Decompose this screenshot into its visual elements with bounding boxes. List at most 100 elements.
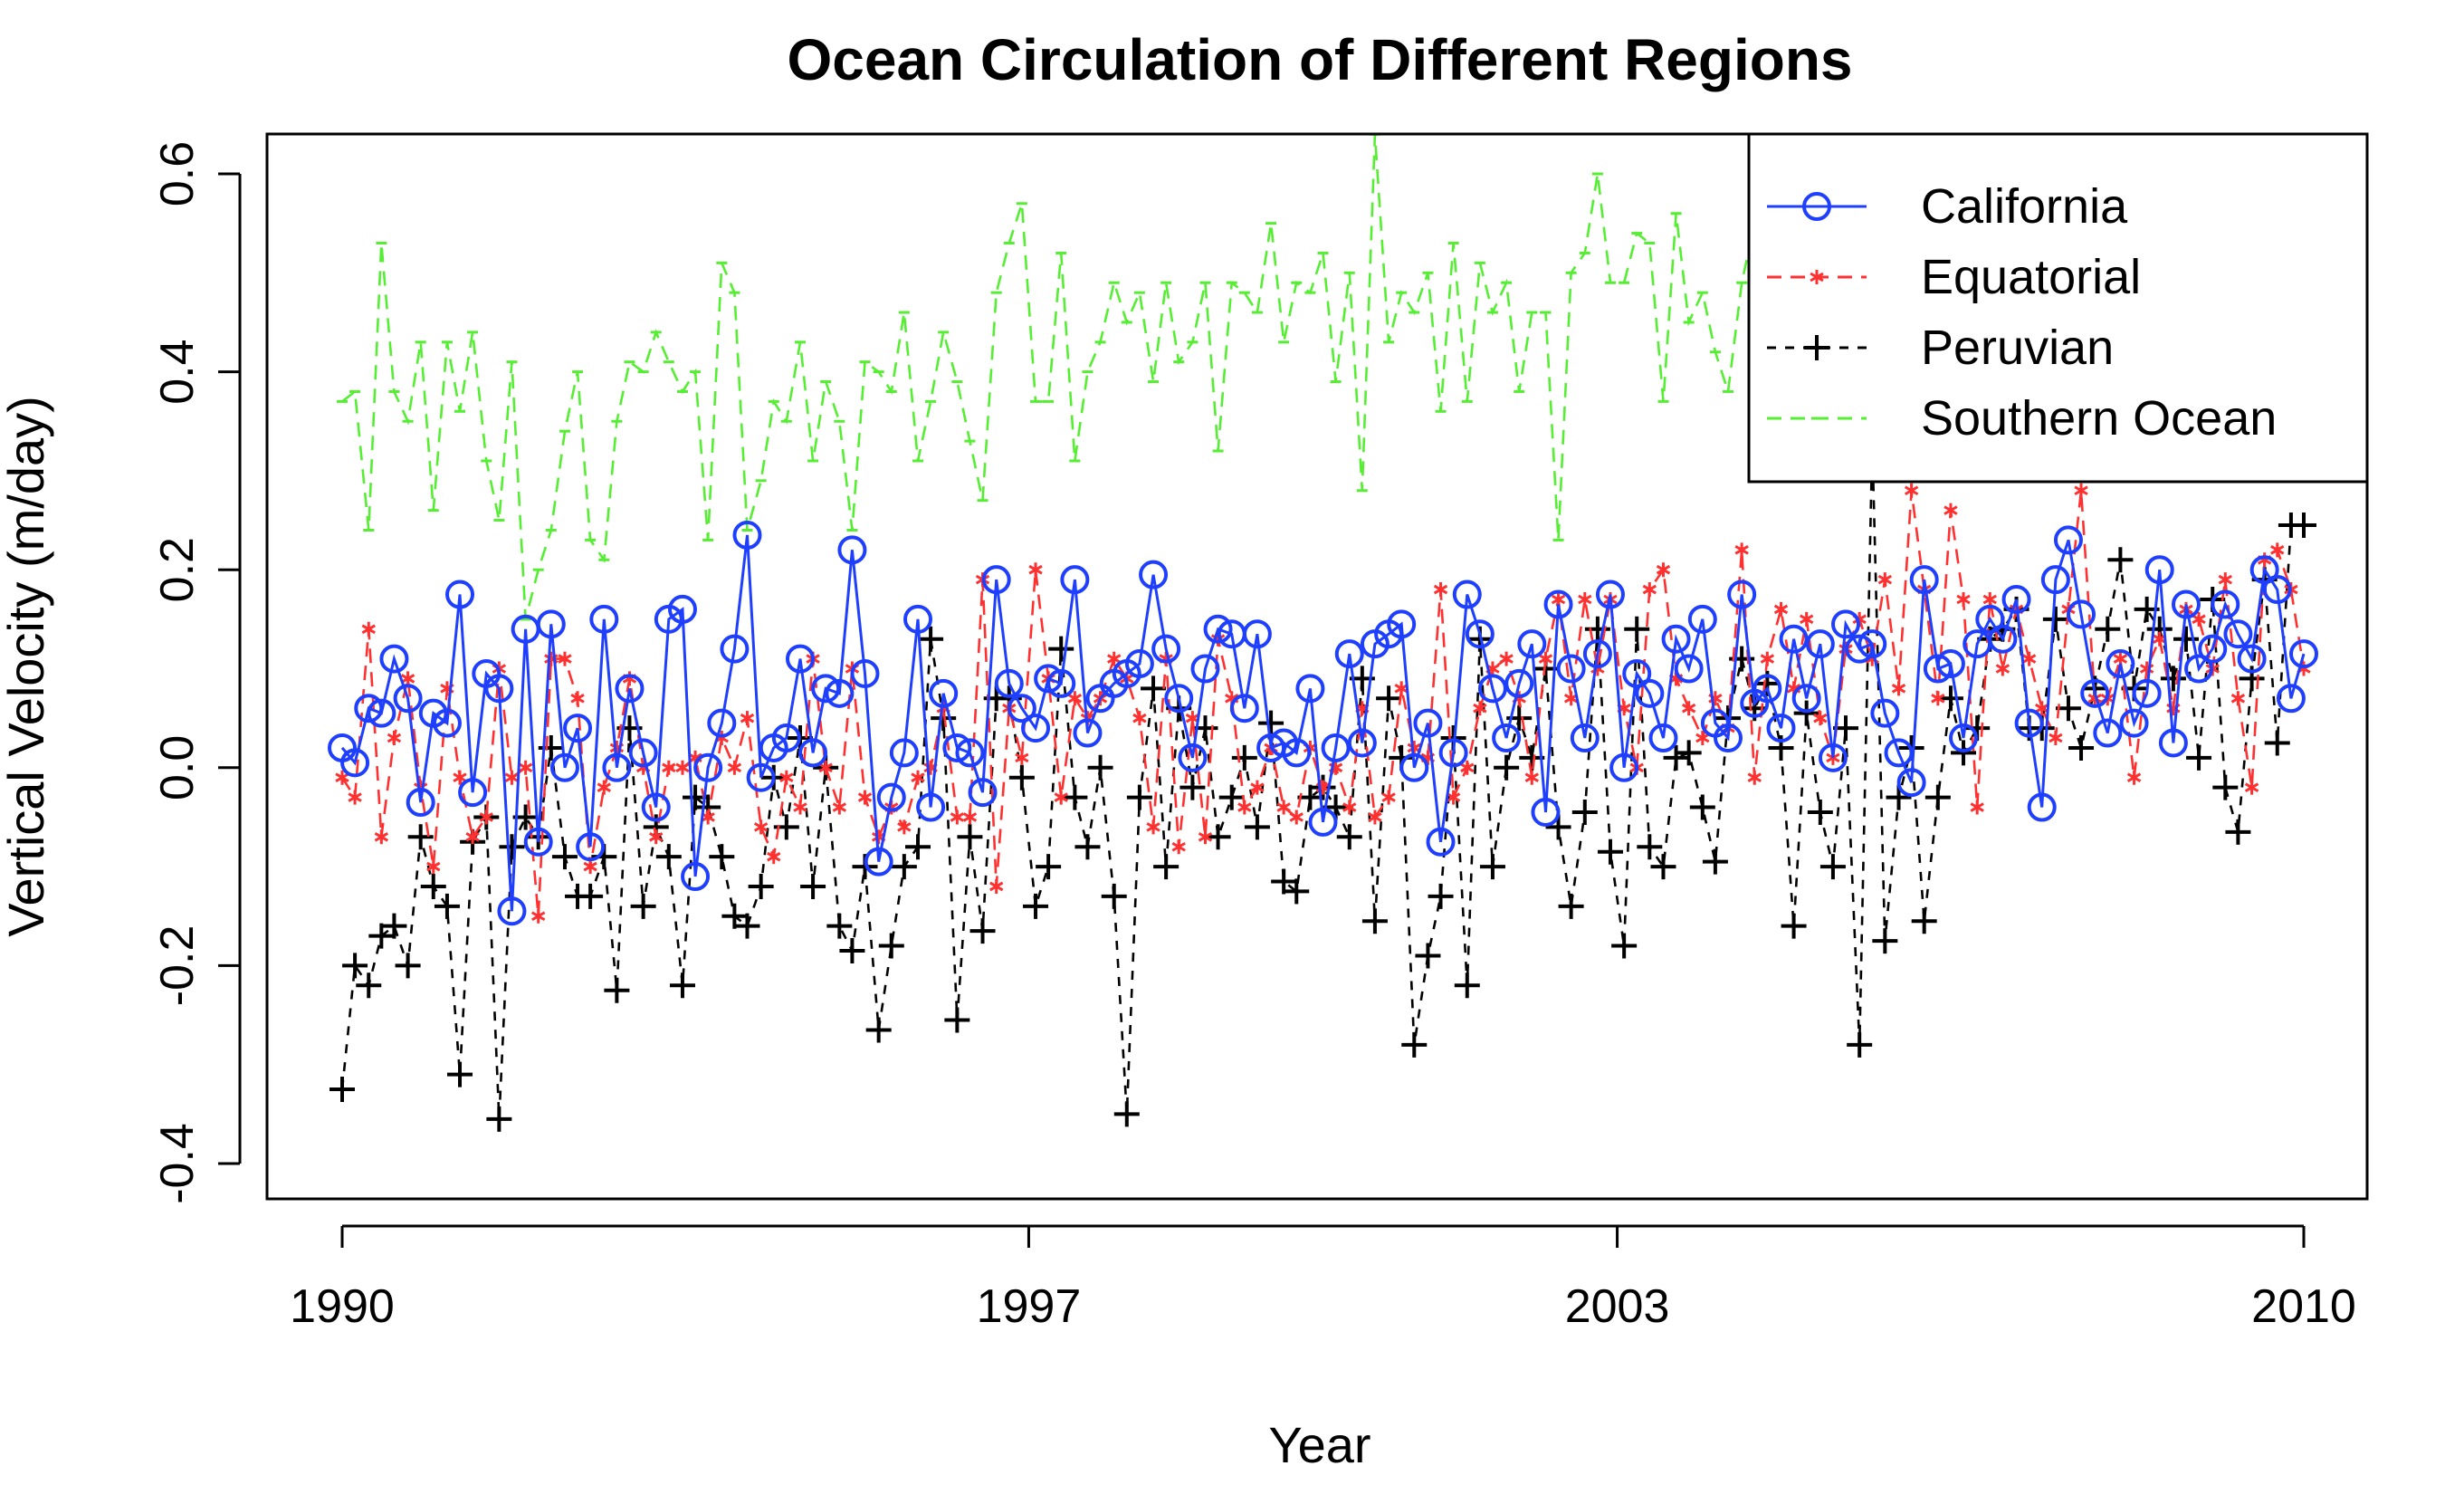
california-point — [1766, 714, 1796, 743]
equatorial-point — [1028, 562, 1043, 578]
california-point — [1164, 684, 1194, 714]
equatorial-point — [753, 819, 769, 835]
peruvian-point — [1937, 685, 1963, 712]
peruvian-point — [329, 1077, 355, 1103]
peruvian-point — [957, 824, 983, 850]
legend-marker-equatorial — [1810, 270, 1824, 284]
peruvian-point — [1479, 854, 1505, 880]
california-point — [942, 733, 972, 762]
california-point — [968, 778, 998, 808]
peruvian-point — [395, 953, 421, 979]
peruvian-point — [969, 918, 996, 944]
peruvian-point — [434, 893, 460, 919]
california-point — [1178, 742, 1208, 772]
california-point — [1909, 565, 1939, 595]
equatorial-point — [2074, 483, 2088, 498]
california-point — [602, 752, 632, 782]
california-point — [1190, 654, 1220, 684]
equatorial-point — [583, 859, 597, 875]
california-point — [1975, 604, 2005, 634]
peruvian-point — [721, 903, 748, 929]
california-point — [1477, 674, 1507, 704]
california-point — [1791, 684, 1821, 714]
california-point — [536, 609, 566, 639]
equatorial-point — [1590, 661, 1605, 676]
california-point — [1229, 694, 1259, 723]
california-point — [1595, 580, 1625, 609]
peruvian-point — [1951, 740, 1977, 766]
california-point — [1870, 698, 1900, 728]
california-point — [445, 580, 475, 609]
equatorial-point — [1015, 750, 1029, 765]
california-point — [2262, 575, 2292, 605]
peruvian-point — [1454, 972, 1480, 999]
equatorial-point — [597, 780, 611, 795]
southern-ocean-line — [341, 134, 1756, 620]
peruvian-point — [905, 834, 931, 860]
california-point — [1818, 742, 1848, 772]
peruvian-point — [1036, 854, 1062, 880]
equatorial-point — [950, 810, 965, 825]
california-point — [1203, 614, 1233, 644]
peruvian-point — [1702, 848, 1728, 875]
equatorial-point — [1982, 591, 1997, 607]
peruvian-point — [1911, 908, 1937, 934]
california-point — [1543, 589, 1573, 619]
california-point — [864, 847, 893, 877]
equatorial-point — [2270, 542, 2285, 558]
california-point — [563, 714, 593, 743]
california-point — [955, 738, 985, 768]
peruvian-point — [1101, 883, 1127, 909]
peruvian-point — [1872, 928, 1898, 954]
peruvian-point — [2055, 695, 2081, 722]
equatorial-point — [531, 908, 546, 924]
peruvian-point — [1074, 834, 1101, 860]
y-axis-label: Vertical Velocity (m/day) — [0, 396, 54, 937]
equatorial-point — [1132, 711, 1147, 726]
california-point — [523, 827, 553, 857]
peruvian-point — [1571, 799, 1598, 825]
peruvian-point — [734, 913, 760, 939]
california-point — [2119, 708, 2149, 738]
equatorial-point — [622, 671, 637, 686]
peruvian-point — [944, 1007, 970, 1033]
california-point — [1021, 714, 1051, 743]
california-point — [1046, 668, 1076, 698]
peruvian-point — [1637, 834, 1663, 860]
peruvian-point — [368, 923, 395, 949]
x-tick-label: 2010 — [2251, 1280, 2356, 1333]
peruvian-point — [1847, 1031, 1873, 1058]
peruvian-point — [381, 913, 407, 939]
equatorial-point — [1734, 542, 1749, 558]
peruvian-point — [1062, 784, 1088, 810]
peruvian-point — [1048, 636, 1074, 662]
peruvian-point — [604, 977, 630, 1003]
equatorial-point — [335, 770, 349, 785]
california-point — [981, 565, 1011, 595]
california-point — [1452, 580, 1482, 609]
california-point — [1570, 723, 1600, 753]
california-point — [1308, 807, 1338, 837]
peruvian-point — [1676, 740, 1702, 766]
california-point — [707, 708, 737, 738]
equatorial-point — [1473, 701, 1487, 716]
equatorial-point — [962, 810, 978, 825]
california-point — [379, 644, 409, 674]
peruvian-point — [2264, 730, 2290, 756]
legend-box — [1747, 132, 2369, 484]
peruvian-point — [1624, 616, 1650, 642]
equatorial-point — [2218, 572, 2232, 588]
california-point — [2144, 555, 2174, 585]
peruvian-point — [1284, 878, 1310, 905]
california-point — [2184, 654, 2214, 684]
equatorial-point — [989, 878, 1004, 894]
equatorial-point — [426, 859, 441, 875]
equatorial-point — [2192, 611, 2206, 627]
x-axis: 1990 1997 2003 2010 — [290, 1224, 2356, 1333]
peruvian-point — [1428, 883, 1454, 909]
equatorial-point — [348, 790, 362, 805]
peruvian-point — [1401, 1031, 1428, 1058]
california-point — [1517, 629, 1547, 659]
equatorial-point — [1578, 591, 1592, 607]
